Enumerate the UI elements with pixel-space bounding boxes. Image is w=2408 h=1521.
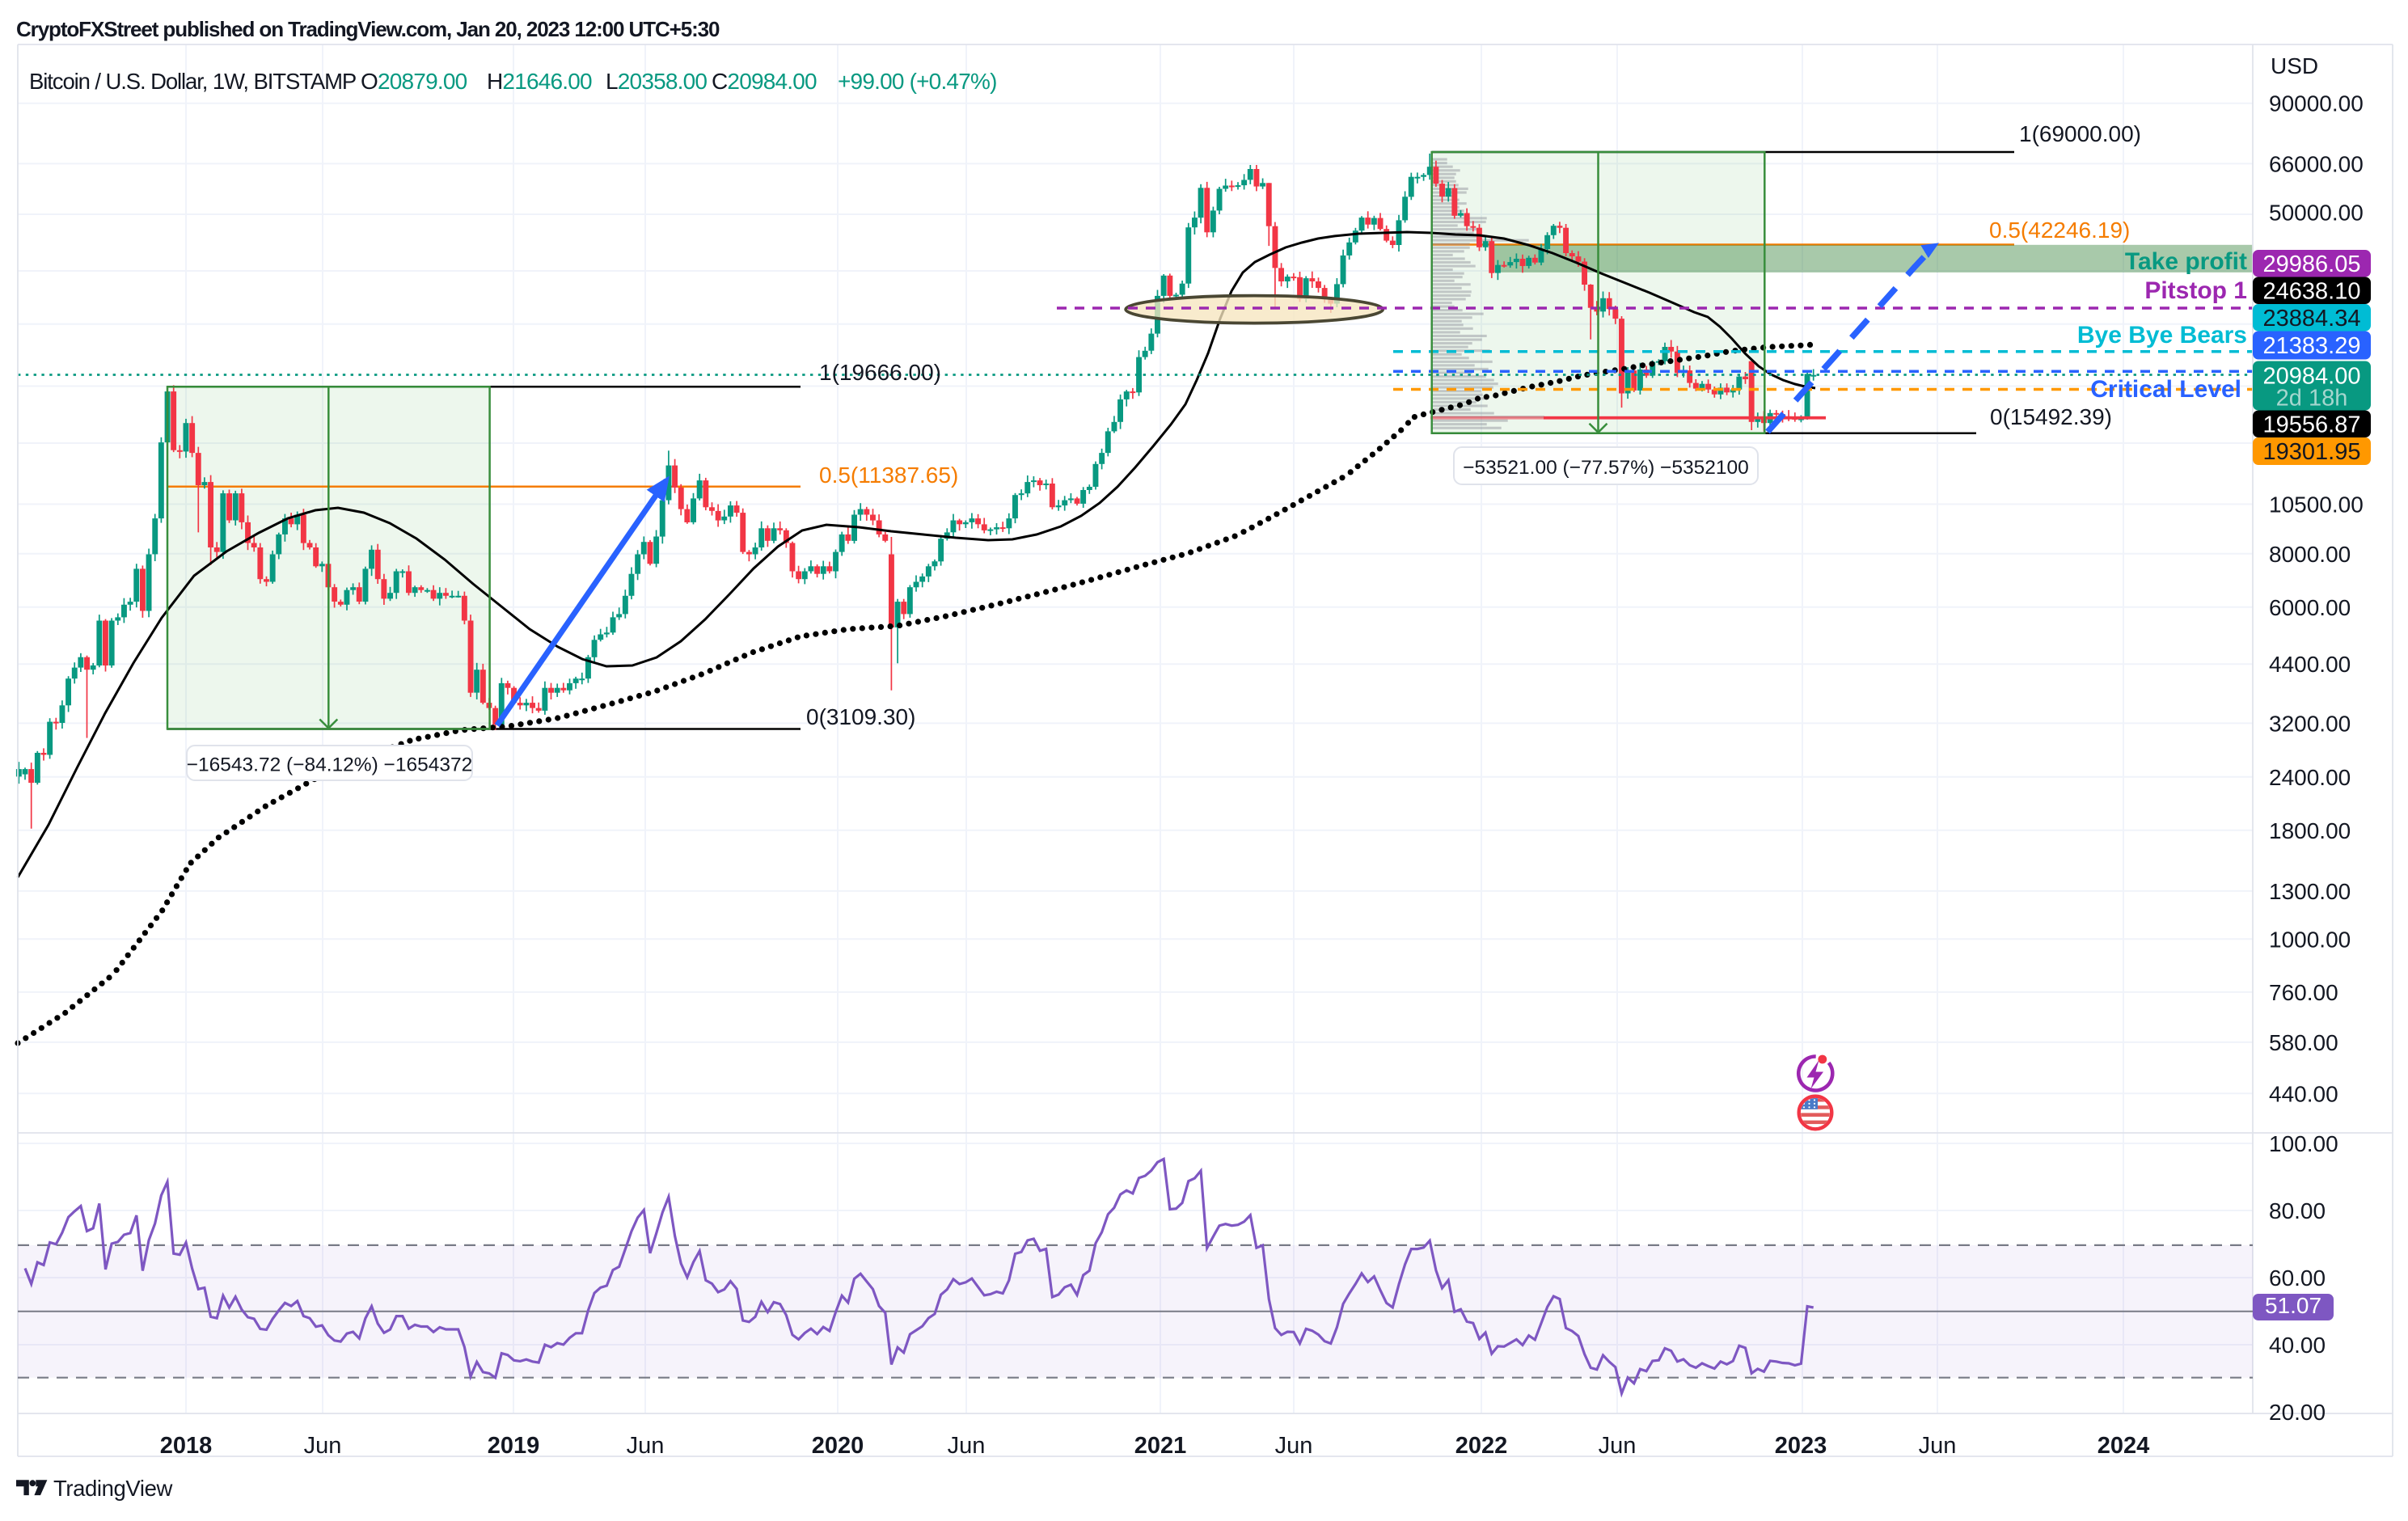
svg-text:C20984.00: C20984.00 bbox=[712, 69, 817, 94]
svg-text:1800.00: 1800.00 bbox=[2269, 818, 2351, 843]
svg-text:60.00: 60.00 bbox=[2269, 1265, 2326, 1291]
svg-text:10500.00: 10500.00 bbox=[2269, 492, 2364, 518]
svg-text:0(3109.30): 0(3109.30) bbox=[806, 704, 915, 729]
svg-text:3200.00: 3200.00 bbox=[2269, 711, 2351, 736]
svg-text:−16543.72 (−84.12%) −1654372: −16543.72 (−84.12%) −1654372 bbox=[187, 754, 473, 776]
svg-text:−53521.00 (−77.57%) −5352100: −53521.00 (−77.57%) −5352100 bbox=[1463, 457, 1749, 479]
svg-text:8000.00: 8000.00 bbox=[2269, 542, 2351, 567]
svg-text:USD: USD bbox=[2271, 53, 2318, 78]
svg-text:2018: 2018 bbox=[160, 1433, 213, 1459]
svg-text:TradingView: TradingView bbox=[53, 1476, 172, 1501]
svg-text:2019: 2019 bbox=[488, 1433, 540, 1459]
svg-text:21383.29: 21383.29 bbox=[2263, 333, 2361, 359]
svg-text:40.00: 40.00 bbox=[2269, 1333, 2326, 1358]
svg-text:4400.00: 4400.00 bbox=[2269, 652, 2351, 677]
svg-text:19556.87: 19556.87 bbox=[2263, 412, 2361, 437]
svg-text:6000.00: 6000.00 bbox=[2269, 595, 2351, 620]
svg-text:Bitcoin / U.S. Dollar, 1W, BIT: Bitcoin / U.S. Dollar, 1W, BITSTAMP bbox=[29, 69, 356, 94]
svg-text:Bye Bye Bears: Bye Bye Bears bbox=[2077, 322, 2247, 349]
svg-text:20984.00: 20984.00 bbox=[2263, 364, 2361, 390]
svg-text:90000.00: 90000.00 bbox=[2269, 91, 2364, 116]
svg-text:66000.00: 66000.00 bbox=[2269, 151, 2364, 176]
svg-text:O20879.00: O20879.00 bbox=[361, 69, 467, 94]
svg-text:Jun: Jun bbox=[304, 1433, 342, 1459]
svg-text:2021: 2021 bbox=[1134, 1433, 1187, 1459]
svg-text:2024: 2024 bbox=[2097, 1433, 2150, 1459]
svg-text:2022: 2022 bbox=[1455, 1433, 1508, 1459]
svg-text:440.00: 440.00 bbox=[2269, 1081, 2338, 1106]
svg-text:50000.00: 50000.00 bbox=[2269, 201, 2364, 226]
svg-text:L20358.00: L20358.00 bbox=[606, 69, 707, 94]
svg-text:19301.95: 19301.95 bbox=[2263, 439, 2361, 465]
svg-text:580.00: 580.00 bbox=[2269, 1030, 2338, 1055]
svg-text:2400.00: 2400.00 bbox=[2269, 765, 2351, 790]
svg-text:24638.10: 24638.10 bbox=[2263, 278, 2361, 304]
svg-text:Jun: Jun bbox=[1919, 1433, 1957, 1459]
svg-text:2020: 2020 bbox=[812, 1433, 864, 1459]
svg-text:0.5(42246.19): 0.5(42246.19) bbox=[1989, 218, 2130, 243]
svg-text:1(69000.00): 1(69000.00) bbox=[2019, 121, 2141, 146]
svg-text:80.00: 80.00 bbox=[2269, 1198, 2326, 1223]
svg-text:29986.05: 29986.05 bbox=[2263, 251, 2361, 277]
svg-text:Take profit: Take profit bbox=[2125, 248, 2247, 275]
svg-text:0.5(11387.65): 0.5(11387.65) bbox=[819, 463, 958, 488]
svg-text:2d 18h: 2d 18h bbox=[2276, 386, 2348, 412]
svg-text:Jun: Jun bbox=[948, 1433, 986, 1459]
svg-text:1300.00: 1300.00 bbox=[2269, 879, 2351, 904]
svg-text:Jun: Jun bbox=[1599, 1433, 1637, 1459]
svg-text:Jun: Jun bbox=[1275, 1433, 1313, 1459]
svg-text:2023: 2023 bbox=[1775, 1433, 1827, 1459]
svg-text:Critical Level: Critical Level bbox=[2090, 376, 2241, 403]
svg-text:Pitstop 1: Pitstop 1 bbox=[2144, 277, 2247, 304]
svg-text:CryptoFXStreet published on Tr: CryptoFXStreet published on TradingView.… bbox=[16, 17, 720, 41]
svg-text:0(15492.39): 0(15492.39) bbox=[1990, 404, 2112, 429]
svg-text:760.00: 760.00 bbox=[2269, 980, 2338, 1005]
svg-text:20.00: 20.00 bbox=[2269, 1400, 2326, 1425]
svg-text:+99.00 (+0.47%): +99.00 (+0.47%) bbox=[838, 69, 997, 94]
svg-text:Jun: Jun bbox=[627, 1433, 665, 1459]
svg-text:23884.34: 23884.34 bbox=[2263, 306, 2361, 332]
svg-text:1(19666.00): 1(19666.00) bbox=[819, 360, 941, 385]
svg-text:H21646.00: H21646.00 bbox=[487, 69, 592, 94]
svg-text:1000.00: 1000.00 bbox=[2269, 927, 2351, 952]
svg-text:51.07: 51.07 bbox=[2265, 1293, 2321, 1318]
svg-text:100.00: 100.00 bbox=[2269, 1131, 2338, 1156]
